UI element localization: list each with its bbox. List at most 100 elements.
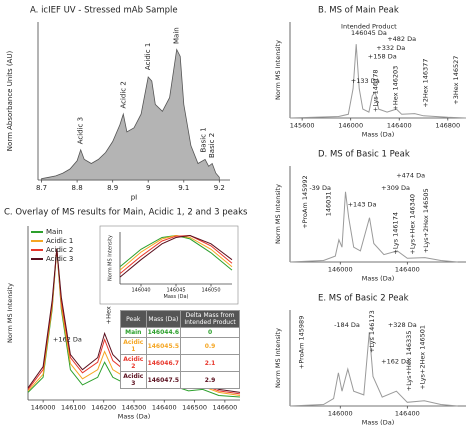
table-header-cell: Delta Mass from Intended Product: [180, 310, 240, 328]
table-cell: Acidic 2: [120, 354, 147, 372]
annotation: -184 Da: [334, 321, 360, 329]
x-tick-label: 146000: [328, 410, 353, 418]
table-cell: 2.1: [180, 354, 240, 372]
chart-title: D. MS of Basic 1 Peak: [318, 150, 410, 160]
table-row: Acidic 1 146045.5 0.9: [120, 337, 240, 355]
annotation: -39 Da: [309, 184, 331, 192]
series-line: [119, 234, 233, 274]
y-axis-label: Norm MS Intensity: [274, 40, 282, 100]
peak-label: Acidic 3: [77, 117, 85, 144]
x-axis-label: pI: [131, 194, 138, 202]
y-axis-label: Norm MS Intensity: [274, 184, 282, 244]
peak-label: +ProAm 145992: [301, 175, 309, 228]
x-tick-label: 146400: [387, 122, 412, 130]
peak-label: Acidic 2: [119, 81, 127, 108]
x-axis-label: Mass (Da): [164, 294, 189, 300]
table-cell: 146045.5: [145, 337, 182, 355]
annotation: +162 Da: [53, 335, 82, 343]
y-axis-label: Norm MS Intensity: [274, 328, 282, 388]
table-header-cell: Peak: [120, 310, 147, 328]
x-tick-label: 8.9: [107, 184, 118, 192]
y-axis-label: Norm MS Intensity: [6, 283, 14, 343]
legend-label: Acidic 3: [46, 255, 73, 263]
annotation: +328 Da: [388, 321, 417, 329]
x-axis-label: Mass (Da): [362, 418, 395, 426]
x-tick-label: 9: [146, 184, 150, 192]
peak-label: +Hex 146203: [392, 66, 400, 111]
legend-label: Main: [46, 228, 63, 236]
x-tick-label: 146040: [131, 288, 150, 294]
chart-title: B. MS of Main Peak: [318, 6, 399, 16]
x-tick-label: 146200: [91, 404, 116, 412]
chart-title: E. MS of Basic 2 Peak: [318, 294, 409, 304]
y-axis-label: Norm Absorbance Units (AU): [6, 51, 14, 152]
x-tick-label: 146000: [328, 266, 353, 274]
peak-label: +2Hex 146377: [422, 59, 430, 108]
x-tick-label: 145600: [290, 122, 315, 130]
legend-label: Acidic 1: [46, 237, 73, 245]
x-tick-label: 146045: [166, 288, 185, 294]
peak-label: +Lys+2Hex 146505: [422, 188, 430, 253]
table-row: Acidic 3 146047.5 2.9: [120, 371, 240, 389]
peak-label: +Lys+Hex 146335: [405, 331, 413, 392]
series-line: [41, 48, 220, 181]
peak-label: Acidic 1: [144, 43, 152, 70]
peak-label: Basic 1: [199, 127, 207, 152]
annotation: +482 Da: [387, 35, 416, 43]
x-tick-label: 9.2: [214, 184, 225, 192]
annotation: 146045 Da: [351, 29, 387, 37]
series-line: [289, 191, 458, 263]
x-tick-label: 146000: [31, 404, 56, 412]
table-cell: 146044.6: [145, 327, 182, 338]
table-header-cell: Mass (Da): [145, 310, 182, 328]
peak-label: +Lys 146174: [392, 212, 400, 255]
table-cell: Main: [120, 327, 147, 338]
x-tick-label: 8.7: [36, 184, 47, 192]
legend-label: Acidic 2: [46, 246, 73, 254]
peak-label: +Lys 146178: [371, 69, 379, 112]
peak-label: Basic 2: [208, 133, 216, 158]
table-cell: 0: [180, 327, 240, 338]
series-line: [289, 332, 458, 407]
table-cell: Acidic 1: [120, 337, 147, 355]
x-tick-label: 8.8: [72, 184, 83, 192]
peak-label: +ProAm 145989: [298, 316, 306, 369]
chart-title: C. Overlay of MS results for Main, Acidi…: [4, 208, 248, 218]
annotation: +158 Da: [368, 53, 397, 61]
peak-label: Main: [173, 27, 181, 44]
x-tick-label: 146100: [61, 404, 86, 412]
x-tick-label: 9.1: [178, 184, 189, 192]
peak-label: 146031: [325, 191, 333, 216]
x-tick-label: 146400: [395, 266, 420, 274]
table-row: Acidic 2 146046.7 2.1: [120, 354, 240, 372]
peak-label: +Lys+Hex 146340: [408, 194, 416, 255]
annotation: +309 Da: [381, 184, 410, 192]
x-tick-label: 146500: [182, 404, 207, 412]
peak-label: +Lys+2Hex 146501: [418, 325, 426, 390]
annotation: Intended Product: [341, 22, 397, 30]
annotation: +332 Da: [376, 44, 405, 52]
annotation: +143 Da: [348, 200, 377, 208]
series-line: [289, 44, 467, 119]
table-cell: Acidic 3: [120, 371, 147, 389]
table-cell: 0.9: [180, 337, 240, 355]
x-axis-label: Mass (Da): [362, 274, 395, 282]
table-row: Main 146044.6 0: [120, 327, 240, 338]
annotation: +162 Da: [381, 358, 410, 366]
x-tick-label: 146400: [395, 410, 420, 418]
x-axis-label: Mass (Da): [362, 130, 395, 138]
table-cell: 146046.7: [145, 354, 182, 372]
annotation: +133 Da: [351, 77, 380, 85]
series-line: [119, 234, 233, 278]
table-cell: 2.9: [180, 371, 240, 389]
peak-label: +Hex: [104, 306, 112, 324]
peak-label: +Lys 146173: [368, 310, 376, 353]
x-axis-label: Mass (Da): [118, 412, 151, 420]
peak-label: +3Hex 146527: [452, 56, 460, 105]
x-tick-label: 146050: [201, 288, 220, 294]
table-cell: 146047.5: [145, 371, 182, 389]
x-tick-label: 146300: [122, 404, 147, 412]
x-tick-label: 146000: [338, 122, 363, 130]
